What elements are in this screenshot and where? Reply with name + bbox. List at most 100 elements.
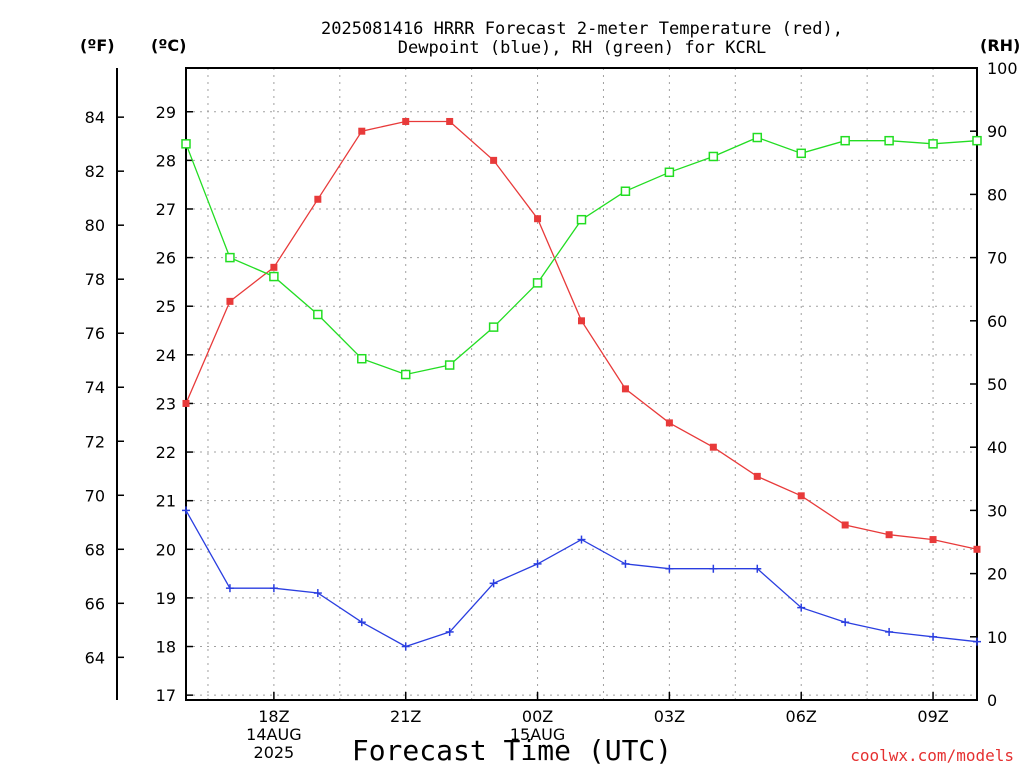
- x-tick-label: 21Z: [390, 707, 421, 726]
- fahrenheit-unit-label: (ºF): [80, 36, 115, 55]
- series-point-rh: [576, 214, 587, 225]
- series-point-dewpoint: [401, 642, 410, 651]
- fahrenheit-tick-label: 66: [85, 594, 105, 613]
- series-point-temperature: [402, 117, 410, 125]
- series-point-temperature: [446, 117, 454, 125]
- series-point-rh: [928, 139, 938, 149]
- series-point-rh: [488, 322, 499, 332]
- x-tick-label: 00Z: [522, 707, 553, 726]
- celsius-tick-label: 19: [156, 589, 176, 608]
- series-point-rh: [181, 139, 191, 149]
- celsius-tick-label: 23: [156, 394, 176, 413]
- rh-tick-label: 50: [987, 375, 1007, 394]
- series-point-temperature: [490, 156, 498, 164]
- series-point-temperature: [797, 492, 805, 500]
- series-point-rh: [664, 167, 675, 178]
- series-point-rh: [269, 271, 279, 282]
- celsius-tick-label: 24: [156, 346, 176, 365]
- series-point-rh: [840, 135, 850, 146]
- rh-tick-label: 40: [987, 438, 1007, 457]
- rh-tick-label: 20: [987, 565, 1007, 584]
- x-tick-label: 2025: [254, 743, 295, 762]
- series-point-rh: [972, 135, 982, 146]
- series-point-dewpoint: [269, 584, 278, 593]
- celsius-tick-label: 21: [156, 492, 176, 511]
- series-point-temperature: [182, 399, 190, 407]
- axes-layer: 17 18 19 20 21 22 23 24 25 26 27 28 29 64 66 68 70 72 74 76…: [85, 59, 1018, 762]
- fahrenheit-tick-label: 76: [85, 324, 105, 343]
- celsius-tick-label: 28: [156, 151, 176, 170]
- series-point-dewpoint: [533, 559, 542, 568]
- fahrenheit-tick-label: 82: [85, 162, 105, 181]
- series-line-temperature: [185, 120, 978, 550]
- series-point-dewpoint: [489, 579, 498, 588]
- series-point-dewpoint: [841, 618, 850, 627]
- rh-tick-label: 30: [987, 501, 1007, 520]
- fahrenheit-tick-label: 78: [85, 270, 105, 289]
- series-point-temperature: [841, 521, 849, 529]
- fahrenheit-tick-label: 72: [85, 432, 105, 451]
- series-point-temperature: [709, 443, 717, 451]
- x-tick-label: 06Z: [786, 707, 817, 726]
- x-tick-label: 14AUG: [246, 725, 301, 744]
- series-line-rh: [185, 136, 978, 376]
- series-point-dewpoint: [445, 627, 454, 636]
- fahrenheit-tick-label: 68: [85, 540, 105, 559]
- credit-text: coolwx.com/models: [850, 746, 1014, 765]
- series-layer: [181, 117, 982, 651]
- grid-layer: [186, 68, 977, 700]
- series-point-dewpoint: [929, 632, 938, 641]
- celsius-tick-label: 25: [156, 297, 176, 316]
- fahrenheit-tick-label: 64: [85, 648, 105, 667]
- x-axis-title: Forecast Time (UTC): [352, 734, 672, 767]
- series-point-temperature: [270, 263, 278, 271]
- series-point-dewpoint: [797, 603, 806, 612]
- series-point-temperature: [753, 472, 761, 480]
- series-point-temperature: [578, 317, 585, 325]
- series-point-dewpoint: [753, 564, 762, 573]
- rh-tick-label: 70: [987, 249, 1007, 268]
- x-tick-label: 09Z: [917, 707, 948, 726]
- series-point-dewpoint: [665, 564, 674, 573]
- plot-frame: [185, 67, 978, 701]
- series-point-temperature: [885, 531, 893, 539]
- series-point-rh: [708, 151, 719, 162]
- series-point-dewpoint: [973, 637, 981, 646]
- rh-tick-label: 90: [987, 122, 1007, 141]
- celsius-tick-label: 18: [156, 638, 176, 657]
- series-point-rh: [752, 132, 763, 143]
- series-point-rh: [357, 353, 367, 364]
- fahrenheit-tick-label: 74: [85, 378, 105, 397]
- series-point-rh: [620, 186, 631, 196]
- series-point-dewpoint: [577, 535, 586, 544]
- series-point-temperature: [665, 419, 673, 427]
- series-point-temperature: [621, 385, 629, 393]
- series-point-temperature: [358, 127, 366, 135]
- celsius-tick-label: 27: [156, 200, 176, 219]
- rh-tick-label: 100: [987, 59, 1018, 78]
- celsius-tick-label: 29: [156, 103, 176, 122]
- series-point-dewpoint: [621, 559, 630, 568]
- series-point-rh: [400, 369, 411, 380]
- series-point-rh: [225, 252, 235, 263]
- series-point-dewpoint: [357, 618, 366, 627]
- series-point-dewpoint: [182, 506, 190, 515]
- celsius-tick-label: 20: [156, 540, 176, 559]
- series-point-rh: [313, 309, 323, 320]
- series-point-temperature: [973, 545, 981, 553]
- text-layer: 2025081416 HRRR Forecast 2-meter Tempera…: [80, 19, 1020, 767]
- rh-tick-label: 60: [987, 312, 1007, 331]
- series-point-temperature: [534, 215, 542, 223]
- series-line-dewpoint: [185, 510, 978, 648]
- series-point-rh: [532, 278, 543, 288]
- series-point-temperature: [929, 536, 937, 544]
- celsius-tick-label: 26: [156, 249, 176, 268]
- series-point-dewpoint: [885, 627, 894, 636]
- fahrenheit-tick-label: 80: [85, 216, 105, 235]
- fahrenheit-tick-label: 84: [85, 108, 105, 127]
- series-point-dewpoint: [225, 584, 234, 593]
- celsius-tick-label: 22: [156, 443, 176, 462]
- fahrenheit-tick-label: 70: [85, 486, 105, 505]
